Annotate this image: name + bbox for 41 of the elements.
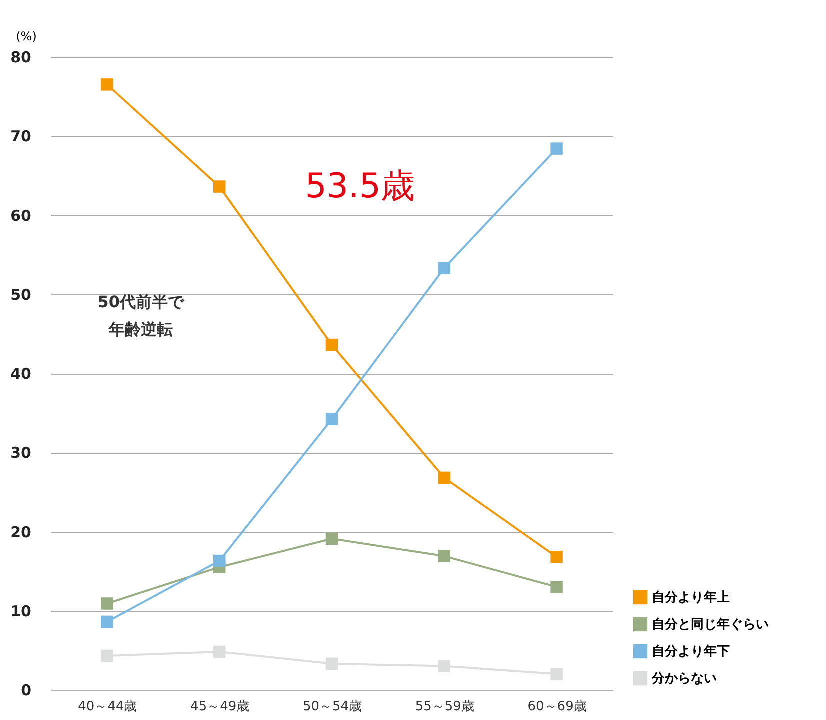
point [550, 550, 563, 564]
annotation: 53.5歳 [305, 166, 415, 207]
x-tick-label: 45～49歳 [190, 700, 250, 714]
point [213, 646, 226, 658]
point [550, 581, 563, 594]
y-axis-title: (%) [16, 30, 37, 44]
y-tick-label: 50 [10, 286, 32, 304]
x-tick-label: 40～44歳 [78, 700, 138, 714]
point [326, 338, 338, 352]
point [213, 180, 226, 193]
x-tick-label: 50～54歳 [302, 700, 362, 714]
y-tick-label: 30 [10, 444, 32, 462]
legend-label: 自分より年上 [652, 590, 730, 606]
y-tick-label: 10 [10, 602, 32, 620]
point [438, 262, 451, 274]
point [438, 660, 451, 672]
point [213, 554, 226, 568]
point [101, 616, 114, 628]
y-tick-label: 70 [10, 128, 32, 146]
legend-label: 自分と同じ年ぐらい [652, 618, 769, 632]
point [101, 78, 114, 91]
x-tick-label: 60～69歳 [528, 700, 587, 714]
point [438, 550, 451, 562]
y-tick-label: 60 [10, 206, 32, 225]
y-tick-label: 20 [10, 523, 32, 542]
point [326, 413, 338, 426]
point [438, 472, 451, 484]
point [550, 668, 563, 680]
legend-label: 自分より年下 [652, 644, 730, 660]
annotation: 50代前半で [98, 292, 186, 312]
legend-label: 分からない [651, 672, 717, 686]
y-tick-label: 80 [10, 48, 32, 66]
point [326, 658, 338, 670]
point [101, 650, 114, 662]
point [101, 598, 114, 610]
point [326, 532, 338, 545]
y-tick-label: 40 [10, 365, 32, 383]
point [550, 142, 563, 155]
annotation: 年齢逆転 [108, 320, 173, 339]
x-tick-label: 55～59歳 [415, 700, 474, 714]
y-tick-label: 0 [21, 682, 32, 700]
